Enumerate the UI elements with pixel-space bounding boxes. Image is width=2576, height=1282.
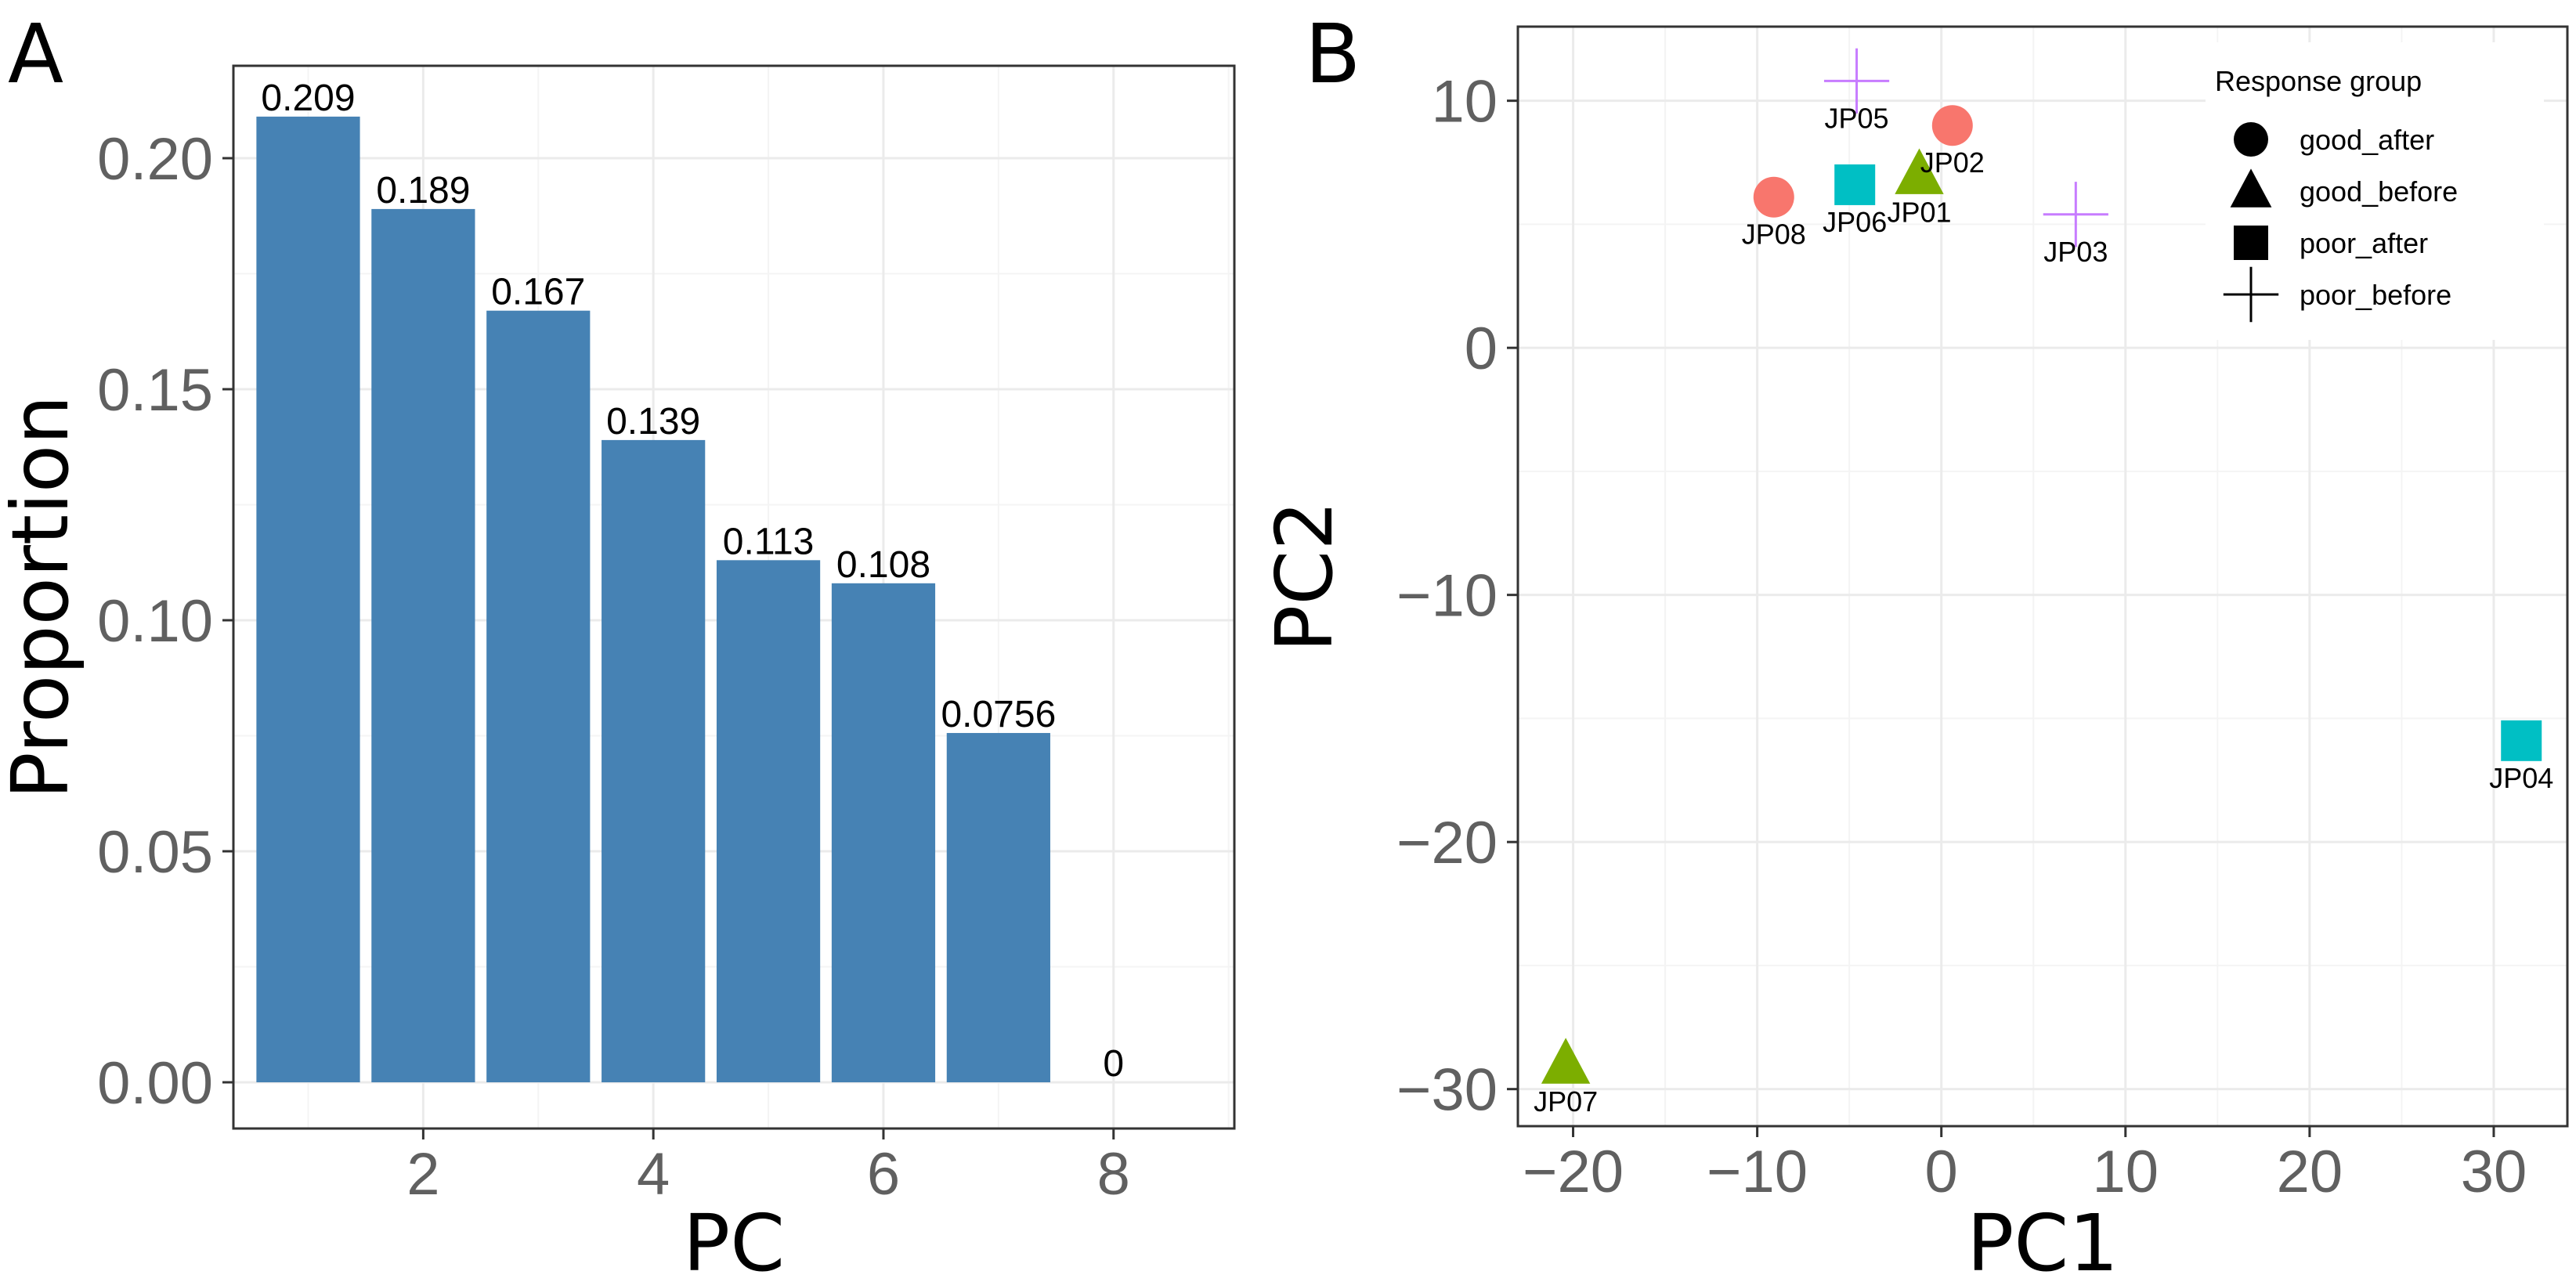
y-tick-label: 0.05 [97,819,213,886]
bar-value-label: 0.209 [261,78,355,119]
bar-value-label: 0.189 [376,170,470,211]
bar-value-label: 0.113 [723,521,815,562]
plot-border-a [232,64,1236,1130]
legend-entry-label: good_after [2300,124,2434,156]
legend: Response group good_after good_before poor_… [2206,42,2544,340]
legend-key-square [2234,226,2268,260]
x-tick-label: 20 [2277,1139,2343,1205]
y-tick-label: −20 [1396,810,1498,876]
panel-a: A 0.209 0.189 0.167 0.139 0.113 0.108 0.0756 0 0… [0,0,1253,1282]
point-label: JP03 [2043,236,2108,268]
x-tick-label: 0 [1925,1139,1958,1205]
panel-b: B JP01 JP02 JP03 JP04 JP05 JP06 JP07 JP08 Respon… [1253,0,2576,1282]
x-axis-title: PC1 [1967,1197,2119,1282]
x-tick-label: 10 [2093,1139,2159,1205]
bar [831,583,936,1082]
x-tick-label: 30 [2461,1139,2527,1205]
point-jp08 [1753,176,1794,218]
grid-b [1518,27,2567,1126]
point-jp06 [1834,164,1876,205]
y-tick-label: 0.10 [97,588,213,655]
y-tick-label: 0 [1465,316,1498,382]
y-tick-label: −30 [1396,1057,1498,1124]
point-jp07 [1541,1038,1591,1084]
y-tick-label: 0.00 [97,1050,213,1117]
legend-title: Response group [2215,65,2422,97]
point-label: JP07 [1534,1085,1598,1118]
bar-value-label: 0.0756 [941,694,1056,735]
x-tick-label: −20 [1523,1139,1624,1205]
x-tick-label: 6 [867,1141,900,1208]
scatter-chart: JP01 JP02 JP03 JP04 JP05 JP06 JP07 JP08 Response… [1259,25,2569,1282]
y-tick-label: 10 [1431,69,1498,135]
point-label: JP08 [1742,218,1806,251]
point-label: JP02 [1920,146,1985,179]
bar-value-label: 0 [1103,1043,1124,1085]
panel-a-letter: A [8,6,64,102]
point-label: JP04 [2489,762,2553,794]
x-tick-label: 4 [637,1141,670,1208]
point-jp04 [2501,720,2542,761]
point-label: JP01 [1887,196,1951,228]
point-jp03 [2043,182,2108,247]
legend-entry-label: poor_before [2300,279,2451,311]
point-jp02 [1931,105,1973,146]
x-tick-label: 2 [406,1141,439,1208]
y-tick-label: 0.20 [97,126,213,193]
y-axis-title: Proportion [0,395,86,800]
point-jp05 [1823,48,1890,114]
legend-key-triangle [2230,168,2272,208]
panel-b-letter: B [1305,6,1361,102]
bar [486,310,591,1082]
point-label: JP06 [1823,206,1887,238]
y-tick-label: 0.15 [97,357,213,424]
legend-entry-label: good_before [2300,175,2458,208]
legend-key-circle [2234,122,2268,157]
legend-key-cross [2223,266,2279,323]
x-tick-label: 8 [1097,1141,1130,1208]
bar [946,732,1050,1082]
bar [371,208,475,1082]
bar-chart: 0.2090.1890.1670.1390.1130.1080.075600.0… [0,64,1236,1282]
bar-value-label: 0.108 [836,544,930,586]
point-jp01 [1895,148,1944,194]
legend-entry-label: poor_after [2300,227,2428,259]
point-label: JP05 [1825,102,1889,134]
bar [602,439,706,1082]
bar [716,560,821,1082]
x-tick-label: −10 [1707,1139,1808,1205]
bar [256,116,360,1082]
y-tick-label: −10 [1396,563,1498,630]
x-axis-title: PC [683,1197,785,1282]
bar-value-label: 0.139 [606,401,700,442]
bar-value-label: 0.167 [491,272,585,313]
plot-border-b [1516,25,2569,1128]
y-axis-title: PC2 [1259,500,1350,652]
